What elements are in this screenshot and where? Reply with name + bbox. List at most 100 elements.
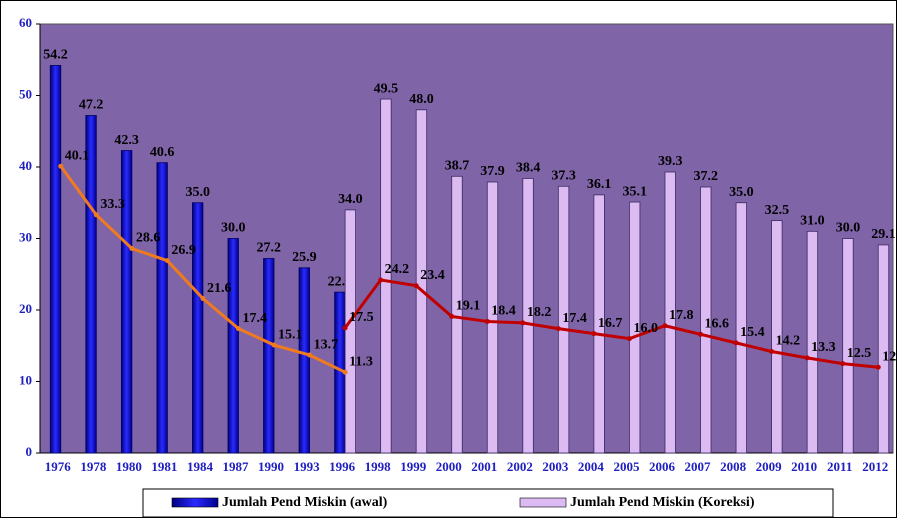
data-label: 24.2 <box>385 262 410 277</box>
line <box>343 278 879 369</box>
data-label: 16.7 <box>598 316 623 331</box>
bar <box>557 185 570 454</box>
x-tick-label: 2001 <box>471 459 497 474</box>
data-label: 18.2 <box>527 305 552 320</box>
line-point <box>555 326 561 332</box>
y-tick-label: 60 <box>19 15 32 30</box>
bar <box>415 109 428 454</box>
x-tick-label: 1976 <box>45 459 72 474</box>
x-tick-label: 1999 <box>400 459 427 474</box>
data-label: 40.1 <box>65 149 90 164</box>
legend-swatch <box>519 497 567 508</box>
line-point <box>342 369 348 375</box>
line-point <box>164 258 170 264</box>
data-label: 25.9 <box>292 250 317 265</box>
line-point <box>413 283 419 289</box>
data-label: 37.2 <box>694 169 719 184</box>
line-point <box>342 325 348 331</box>
data-label: 19.1 <box>456 299 481 314</box>
y-tick-label: 30 <box>19 229 32 244</box>
line-point <box>804 355 810 361</box>
line-point <box>698 331 704 337</box>
y-tick-label: 20 <box>19 301 32 316</box>
bar <box>192 202 204 454</box>
line-point <box>520 320 526 326</box>
x-tick-label: 2008 <box>720 459 747 474</box>
data-label: 40.6 <box>150 145 175 160</box>
line-point <box>307 352 313 358</box>
bar <box>263 258 275 454</box>
data-label: 47.2 <box>79 98 104 113</box>
data-label: 11.3 <box>349 354 373 369</box>
bar <box>771 220 783 454</box>
bar <box>664 171 676 454</box>
data-label: 35.0 <box>185 185 210 200</box>
bar <box>120 150 133 454</box>
line-point <box>200 296 206 302</box>
data-label: 39.3 <box>658 154 683 169</box>
x-tick-label: 2000 <box>436 459 462 474</box>
data-label: 17.4 <box>562 311 587 326</box>
legend-swatch <box>171 497 219 508</box>
bar <box>227 238 239 454</box>
legend <box>142 488 834 518</box>
line-point <box>875 364 881 370</box>
line-point <box>626 336 632 342</box>
x-tick-label: 1998 <box>365 459 392 474</box>
x-tick-label: 1990 <box>258 459 284 474</box>
y-tick-label: 10 <box>19 372 32 387</box>
x-tick-label: 2006 <box>649 459 676 474</box>
bar <box>156 162 168 454</box>
x-tick-label: 2011 <box>827 459 852 474</box>
line-point <box>484 318 490 324</box>
data-label: 29.1 <box>871 227 896 242</box>
data-label: 35.0 <box>729 185 754 200</box>
data-label: 32.5 <box>765 203 790 218</box>
bar <box>806 230 819 454</box>
legend-label: Jumlah Pend Miskin (awal) <box>222 495 388 510</box>
data-label: 13.7 <box>314 337 339 352</box>
data-label: 36.1 <box>587 177 612 192</box>
bar <box>593 194 605 454</box>
data-label: 33.3 <box>100 197 125 212</box>
data-label: 12.0 <box>882 349 897 364</box>
x-tick-label: 2007 <box>685 459 712 474</box>
x-tick-label: 2004 <box>578 459 605 474</box>
bar <box>522 178 534 454</box>
bar <box>49 65 62 454</box>
data-label: 54.2 <box>43 48 68 63</box>
x-tick-label: 1978 <box>80 459 107 474</box>
data-label: 30.0 <box>221 221 246 236</box>
line-point <box>378 277 384 283</box>
data-label: 18.4 <box>491 304 516 319</box>
line-point <box>733 340 739 346</box>
x-tick-label: 2009 <box>756 459 783 474</box>
data-label: 13.3 <box>811 340 836 355</box>
data-label: 37.3 <box>551 169 576 184</box>
data-label: 38.4 <box>516 161 541 176</box>
line-point <box>591 331 597 337</box>
plot-area <box>39 23 894 454</box>
x-tick-label: 2010 <box>791 459 817 474</box>
data-label: 17.8 <box>669 308 694 323</box>
data-label: 16.6 <box>705 317 730 332</box>
data-label: 38.7 <box>445 159 470 174</box>
bar <box>380 98 392 454</box>
x-tick-label: 1980 <box>116 459 142 474</box>
line-point <box>662 323 668 329</box>
data-label: 37.9 <box>480 164 505 179</box>
data-label: 23.4 <box>420 268 445 283</box>
data-label: 15.4 <box>740 325 765 340</box>
line-point <box>769 348 775 354</box>
data-label: 12.5 <box>847 346 872 361</box>
x-tick-label: 1984 <box>187 459 214 474</box>
x-tick-label: 1987 <box>222 459 249 474</box>
data-label: 16.0 <box>633 321 658 336</box>
data-label: 34.0 <box>338 192 363 207</box>
line-point <box>58 163 64 169</box>
data-label: 21.6 <box>207 281 232 296</box>
x-tick-label: 2005 <box>613 459 640 474</box>
line-point <box>449 313 455 319</box>
data-label: 17.5 <box>349 310 374 325</box>
